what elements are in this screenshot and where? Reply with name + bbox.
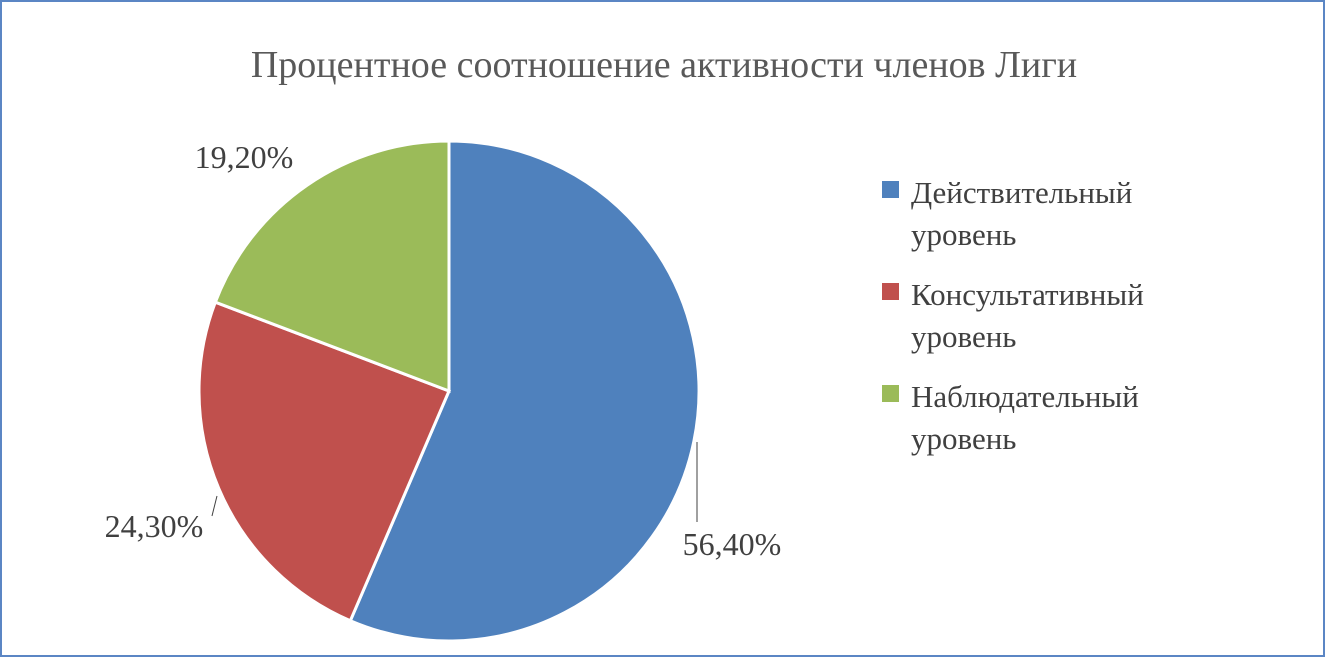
legend-swatch-2 xyxy=(882,283,899,300)
pie-slices xyxy=(197,139,701,643)
pie-slice-1 xyxy=(348,139,701,643)
pie-slice-3 xyxy=(213,139,451,394)
data-label-1: 56,40% xyxy=(683,526,782,562)
data-labels: 56,40% 24,30% 19,20% xyxy=(105,139,782,562)
pie-slice-2 xyxy=(197,300,451,623)
chart-title: Процентное соотношение активности членов… xyxy=(251,44,1077,86)
leader-line-2 xyxy=(211,495,218,517)
legend-swatch-1 xyxy=(882,181,899,198)
data-label-2: 24,30% xyxy=(105,508,204,544)
data-label-3: 19,20% xyxy=(195,139,294,175)
legend-label-2: Консультативный уровень xyxy=(911,277,1144,354)
leader-lines xyxy=(211,442,698,522)
legend: Действительный уровень Консультативный уров… xyxy=(882,175,1144,456)
legend-label-1: Действительный уровень xyxy=(911,175,1132,252)
legend-label-3: Наблюдательный уровень xyxy=(911,379,1139,456)
legend-swatch-3 xyxy=(882,385,899,402)
